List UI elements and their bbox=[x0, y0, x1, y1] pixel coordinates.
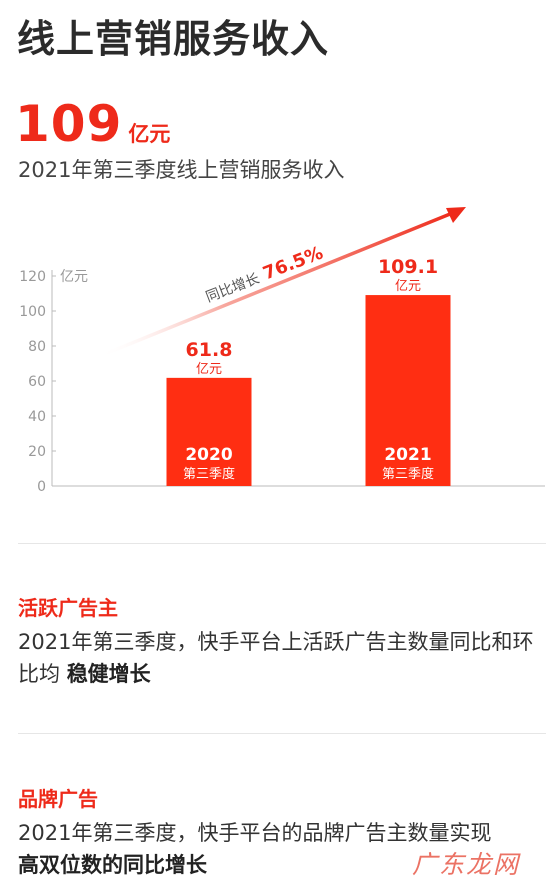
bar-2021 bbox=[365, 295, 451, 486]
bar-value-label: 61.8 bbox=[186, 339, 233, 361]
section-heading-brand-ads: 品牌广告 bbox=[18, 787, 98, 811]
y-axis-unit-label: 亿元 bbox=[60, 269, 88, 285]
section-heading-active-advertisers: 活跃广告主 bbox=[18, 596, 118, 620]
watermark-logo: 广东龙网 bbox=[412, 850, 521, 879]
kpi-subtitle: 2021年第三季度线上营销服务收入 bbox=[18, 158, 345, 182]
page-title: 线上营销服务收入 bbox=[17, 17, 330, 61]
bar-value-unit: 亿元 bbox=[395, 279, 421, 294]
y-tick-label: 0 bbox=[37, 479, 46, 495]
bar-value-label: 109.1 bbox=[378, 256, 438, 278]
kpi-revenue: 109 亿元 bbox=[15, 95, 170, 153]
bar-category-year: 2020 bbox=[185, 445, 232, 465]
y-tick-label: 100 bbox=[19, 304, 46, 320]
kpi-value: 109 bbox=[15, 95, 123, 153]
divider bbox=[18, 733, 546, 734]
growth-arrow-line bbox=[98, 210, 457, 358]
y-tick-label: 40 bbox=[28, 409, 46, 425]
section-emphasis: 稳健增长 bbox=[66, 662, 151, 686]
bar-category-period: 第三季度 bbox=[382, 466, 434, 482]
divider bbox=[18, 543, 546, 544]
y-tick-label: 20 bbox=[28, 444, 46, 460]
growth-annotation: 同比增长76.5% bbox=[202, 242, 326, 306]
section-body-active-advertisers: 2021年第三季度，快手平台上活跃广告主数量同比和环比均 稳健增长 bbox=[18, 626, 543, 690]
kpi-unit: 亿元 bbox=[128, 122, 171, 146]
y-tick-label: 80 bbox=[28, 339, 46, 355]
growth-arrow-head bbox=[446, 207, 466, 223]
bar-category-year: 2021 bbox=[384, 445, 431, 465]
y-tick-label: 120 bbox=[19, 269, 46, 285]
section-body-brand-ads: 2021年第三季度，快手平台的品牌广告主数量实现 高双位数的同比增长 bbox=[18, 817, 543, 881]
bar-value-unit: 亿元 bbox=[196, 362, 222, 377]
bar-2020 bbox=[166, 377, 252, 486]
bar-category-period: 第三季度 bbox=[183, 466, 235, 482]
section-text: 2021年第三季度，快手平台上活跃广告主数量同比和环比均 bbox=[18, 630, 534, 686]
section-text: 2021年第三季度，快手平台的品牌广告主数量实现 bbox=[18, 821, 492, 845]
y-tick-label: 60 bbox=[28, 374, 46, 390]
section-emphasis: 高双位数的同比增长 bbox=[18, 853, 207, 877]
